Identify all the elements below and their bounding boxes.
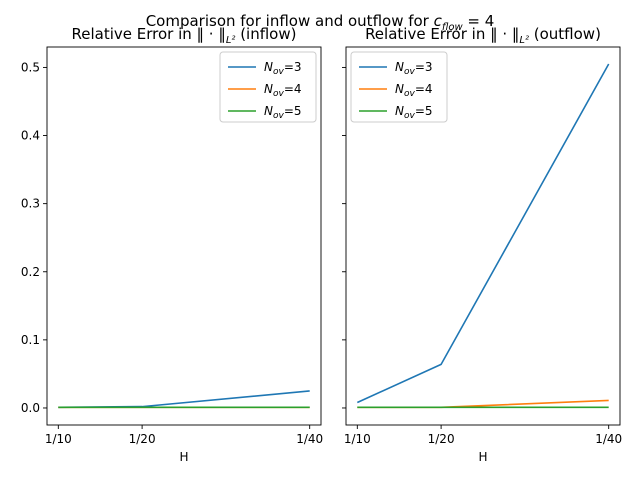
legend-box	[219, 51, 317, 123]
legend-value: =5	[415, 104, 433, 118]
legend-value: =3	[284, 60, 302, 74]
suptitle-symbol: c	[434, 12, 443, 30]
legend-value: =3	[415, 60, 433, 74]
figure-suptitle: Comparison for inflow and outflow for cf…	[146, 12, 495, 33]
legend-entry: Nov=5	[395, 104, 433, 121]
suptitle-post: = 4	[463, 12, 495, 30]
legend-value: =5	[284, 104, 302, 118]
y-tick-label: 0.5	[21, 60, 40, 74]
legend-entry: Nov=4	[264, 82, 302, 99]
legend-subscript: ov	[404, 67, 416, 77]
x-tick-label: 1/10	[344, 432, 371, 446]
legend-subscript: ov	[273, 89, 285, 99]
legend-symbol: N	[264, 82, 273, 96]
legend-symbol: N	[395, 60, 404, 74]
legend-symbol: N	[395, 104, 404, 118]
x-tick-label: 1/40	[595, 432, 622, 446]
y-tick-label: 0.4	[21, 129, 40, 143]
y-tick-label: 0.1	[21, 333, 40, 347]
panel-title: Relative Error in ‖ · ‖L² (outflow)	[365, 25, 601, 46]
outflow-panel: Relative Error in ‖ · ‖L² (outflow) 1/10 1…	[342, 25, 622, 464]
legend-entry: Nov=5	[264, 104, 302, 121]
x-tick-label: 1/10	[45, 432, 72, 446]
legend-subscript: ov	[404, 89, 416, 99]
legend-subscript: ov	[404, 111, 416, 121]
series-line-nov3	[356, 63, 610, 404]
legend-symbol: N	[395, 82, 404, 96]
x-tick-label: 1/20	[129, 432, 156, 446]
panel-title: Relative Error in ‖ · ‖L² (inflow)	[72, 25, 297, 46]
legend-symbol: N	[264, 104, 273, 118]
panel-title-post: (outflow)	[529, 25, 601, 43]
x-axis-label: H	[478, 450, 487, 464]
series-line-nov3	[58, 390, 310, 409]
y-tick-label: 0.0	[21, 401, 40, 415]
axes-frame	[46, 46, 322, 426]
series-line-nov4	[357, 399, 609, 409]
legend-entry: Nov=3	[264, 60, 302, 77]
legend-entry: Nov=3	[395, 60, 433, 77]
legend-value: =4	[415, 82, 433, 96]
panel-title-pre: Relative Error in ‖ · ‖	[365, 25, 519, 43]
panel-title-subscript: L²	[519, 35, 529, 46]
legend-symbol: N	[264, 60, 273, 74]
y-tick-label: 0.2	[21, 265, 40, 279]
panel-title-post: (inflow)	[235, 25, 296, 43]
y-tick-label: 0.3	[21, 197, 40, 211]
legend-subscript: ov	[273, 67, 285, 77]
x-tick-label: 1/20	[428, 432, 455, 446]
panel-title-subscript: L²	[226, 35, 236, 46]
suptitle-pre: Comparison for inflow and outflow for	[146, 12, 434, 30]
suptitle-subscript: flow	[442, 22, 464, 33]
legend-entry: Nov=4	[395, 82, 433, 99]
axes-frame	[345, 46, 621, 426]
x-axis-label: H	[179, 450, 188, 464]
legend-value: =4	[284, 82, 302, 96]
inflow-panel: Relative Error in ‖ · ‖L² (inflow) 1/10 1/…	[21, 25, 323, 464]
panel-title-pre: Relative Error in ‖ · ‖	[72, 25, 226, 43]
legend-box	[350, 51, 448, 123]
legend-subscript: ov	[273, 111, 285, 121]
x-tick-label: 1/40	[296, 432, 323, 446]
